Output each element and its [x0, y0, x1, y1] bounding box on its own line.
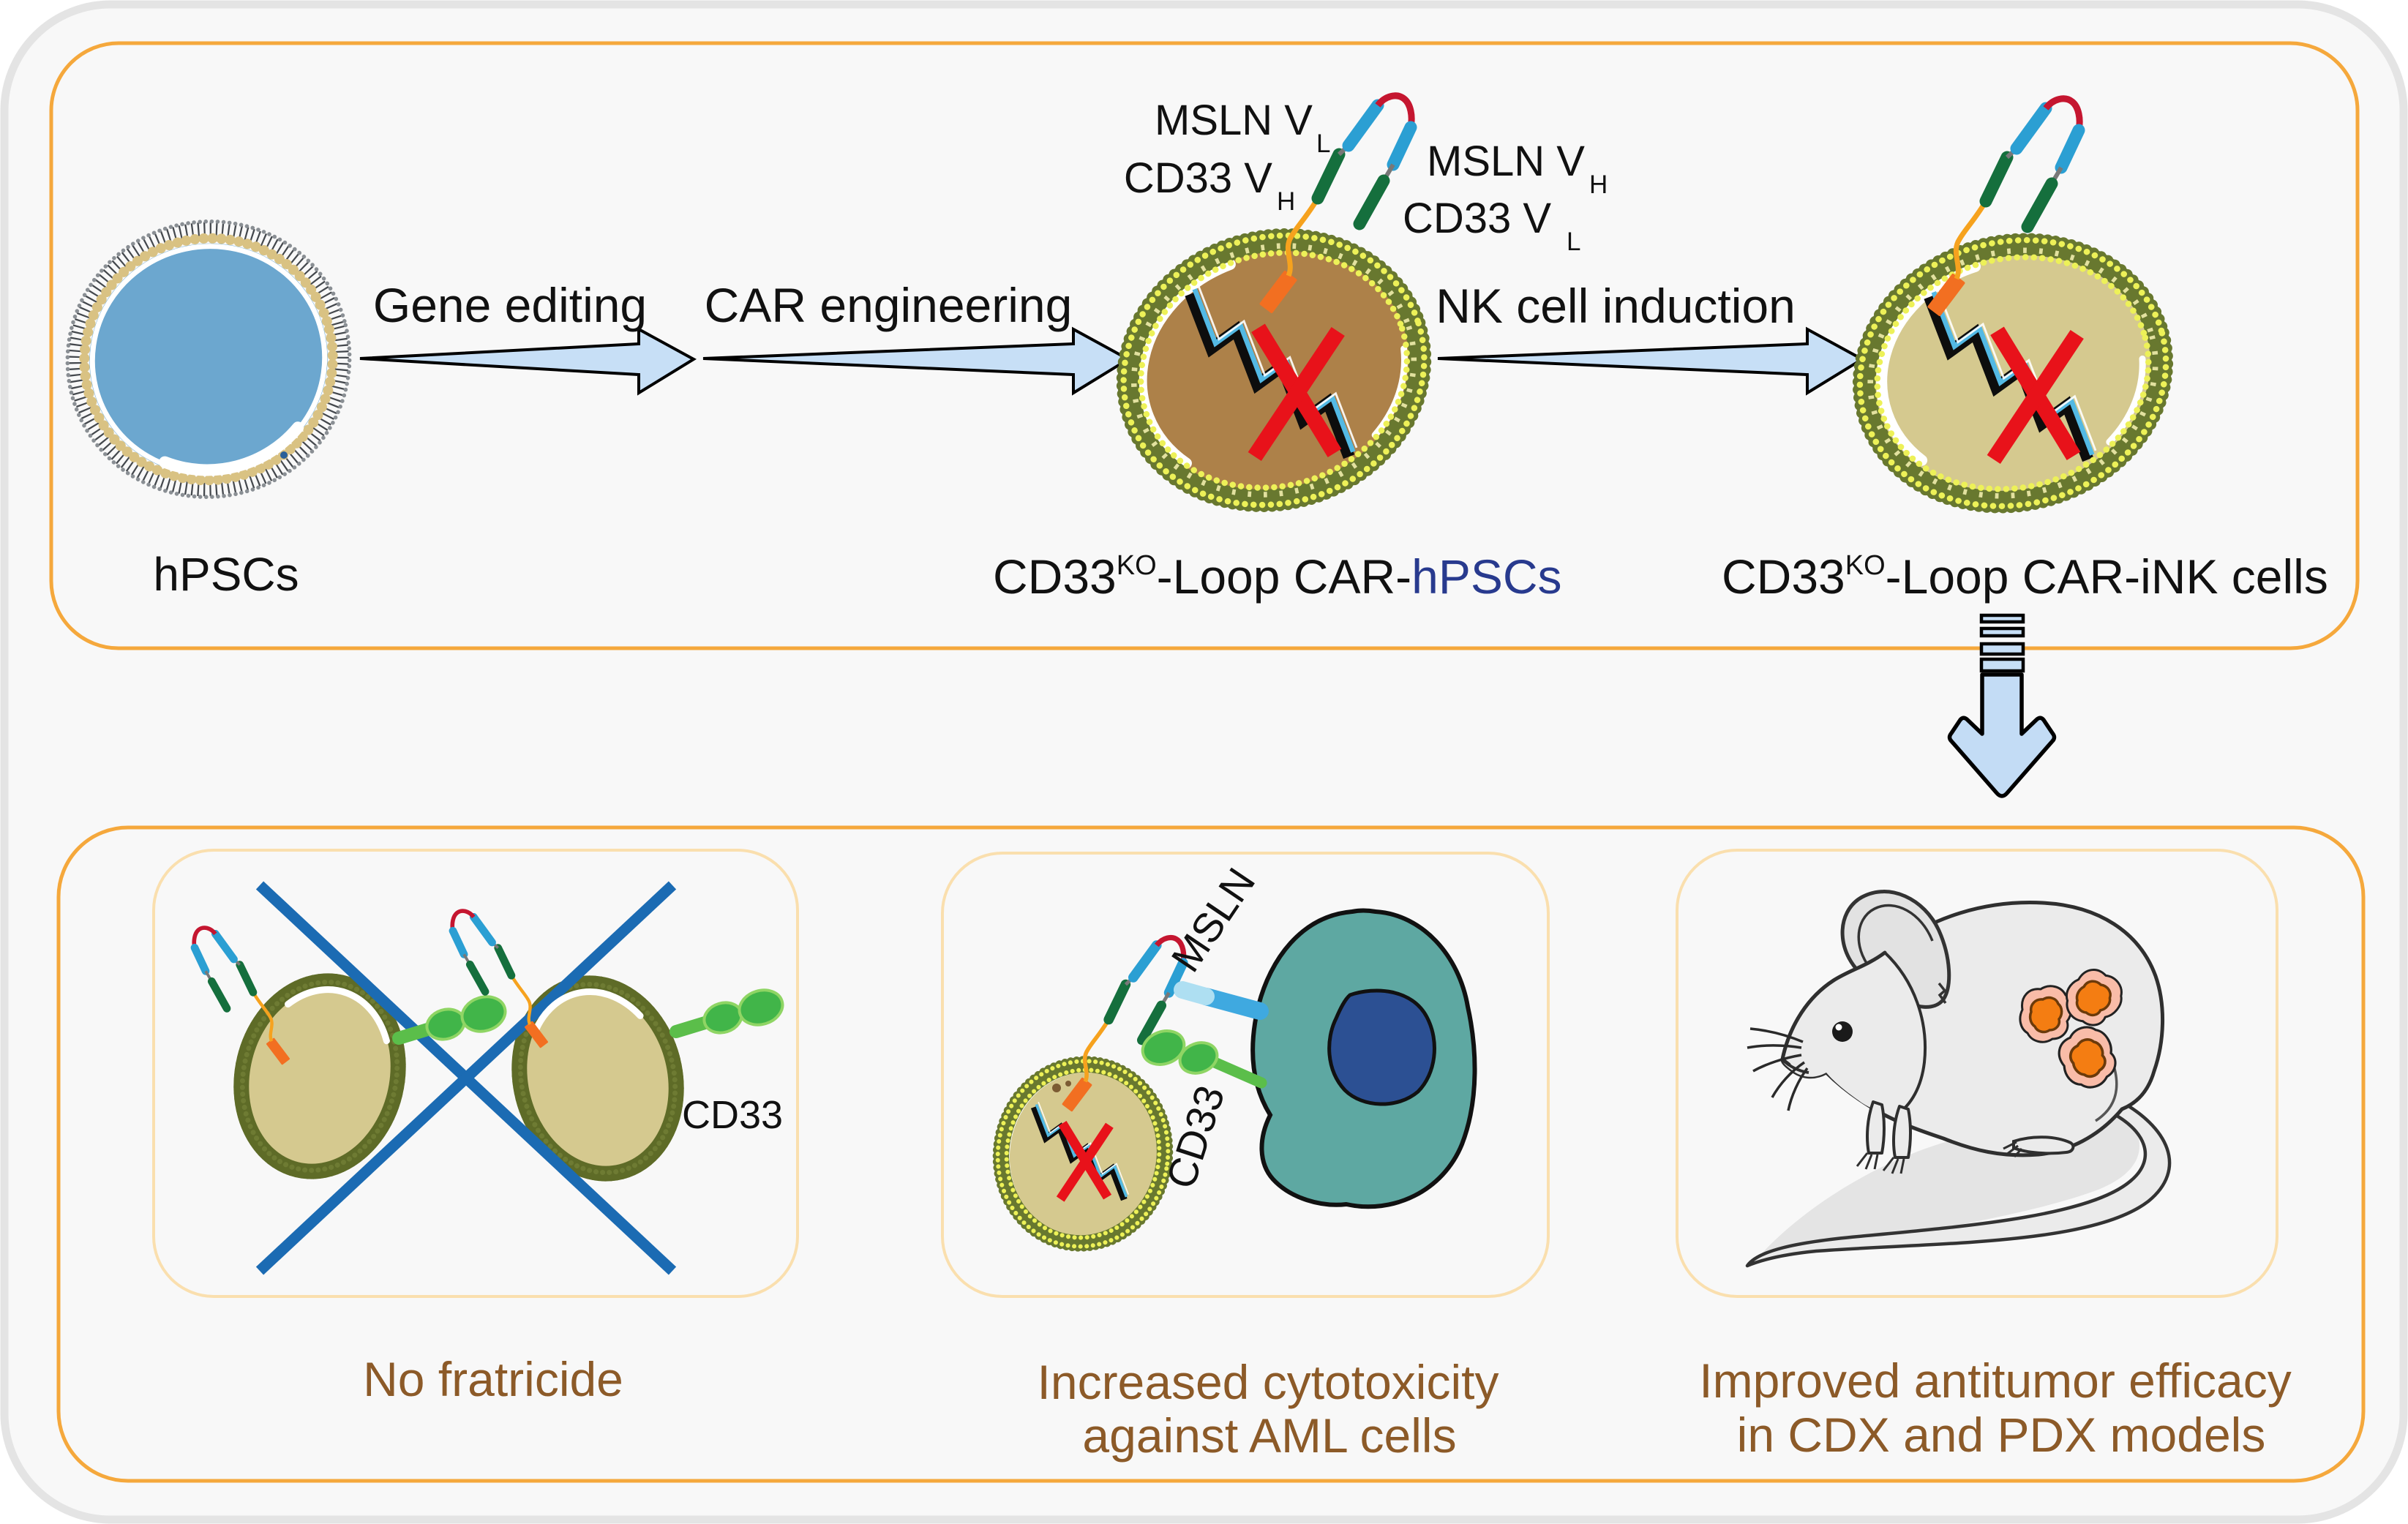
svg-text:MSLN V: MSLN V: [1155, 97, 1313, 144]
svg-text:in CDX and PDX models: in CDX and PDX models: [1737, 1408, 2266, 1462]
svg-text:Improved antitumor efficacy: Improved antitumor efficacy: [1699, 1354, 2291, 1408]
svg-text:CAR engineering: CAR engineering: [705, 278, 1073, 332]
svg-text:CD33KO-Loop CAR-iNK cells: CD33KO-Loop CAR-iNK cells: [1722, 549, 2328, 604]
svg-text:No fratricide: No fratricide: [363, 1352, 623, 1406]
svg-text:CD33: CD33: [682, 1093, 783, 1137]
svg-text:Increased cytotoxicity: Increased cytotoxicity: [1038, 1355, 1499, 1409]
svg-text:hPSCs: hPSCs: [153, 548, 299, 601]
svg-text:CD33KO-Loop CAR-hPSCs: CD33KO-Loop CAR-hPSCs: [993, 549, 1562, 604]
svg-text:MSLN V: MSLN V: [1427, 138, 1585, 185]
svg-text:H: H: [1277, 187, 1295, 216]
svg-text:against AML cells: against AML cells: [1082, 1408, 1456, 1463]
svg-text:CD33 V: CD33 V: [1124, 154, 1272, 202]
svg-text:L: L: [1316, 129, 1330, 158]
svg-text:Gene editing: Gene editing: [373, 278, 647, 332]
svg-text:CD33 V: CD33 V: [1403, 195, 1551, 242]
svg-text:H: H: [1589, 170, 1608, 199]
svg-text:L: L: [1567, 228, 1580, 256]
svg-text:NK cell induction: NK cell induction: [1436, 279, 1796, 333]
